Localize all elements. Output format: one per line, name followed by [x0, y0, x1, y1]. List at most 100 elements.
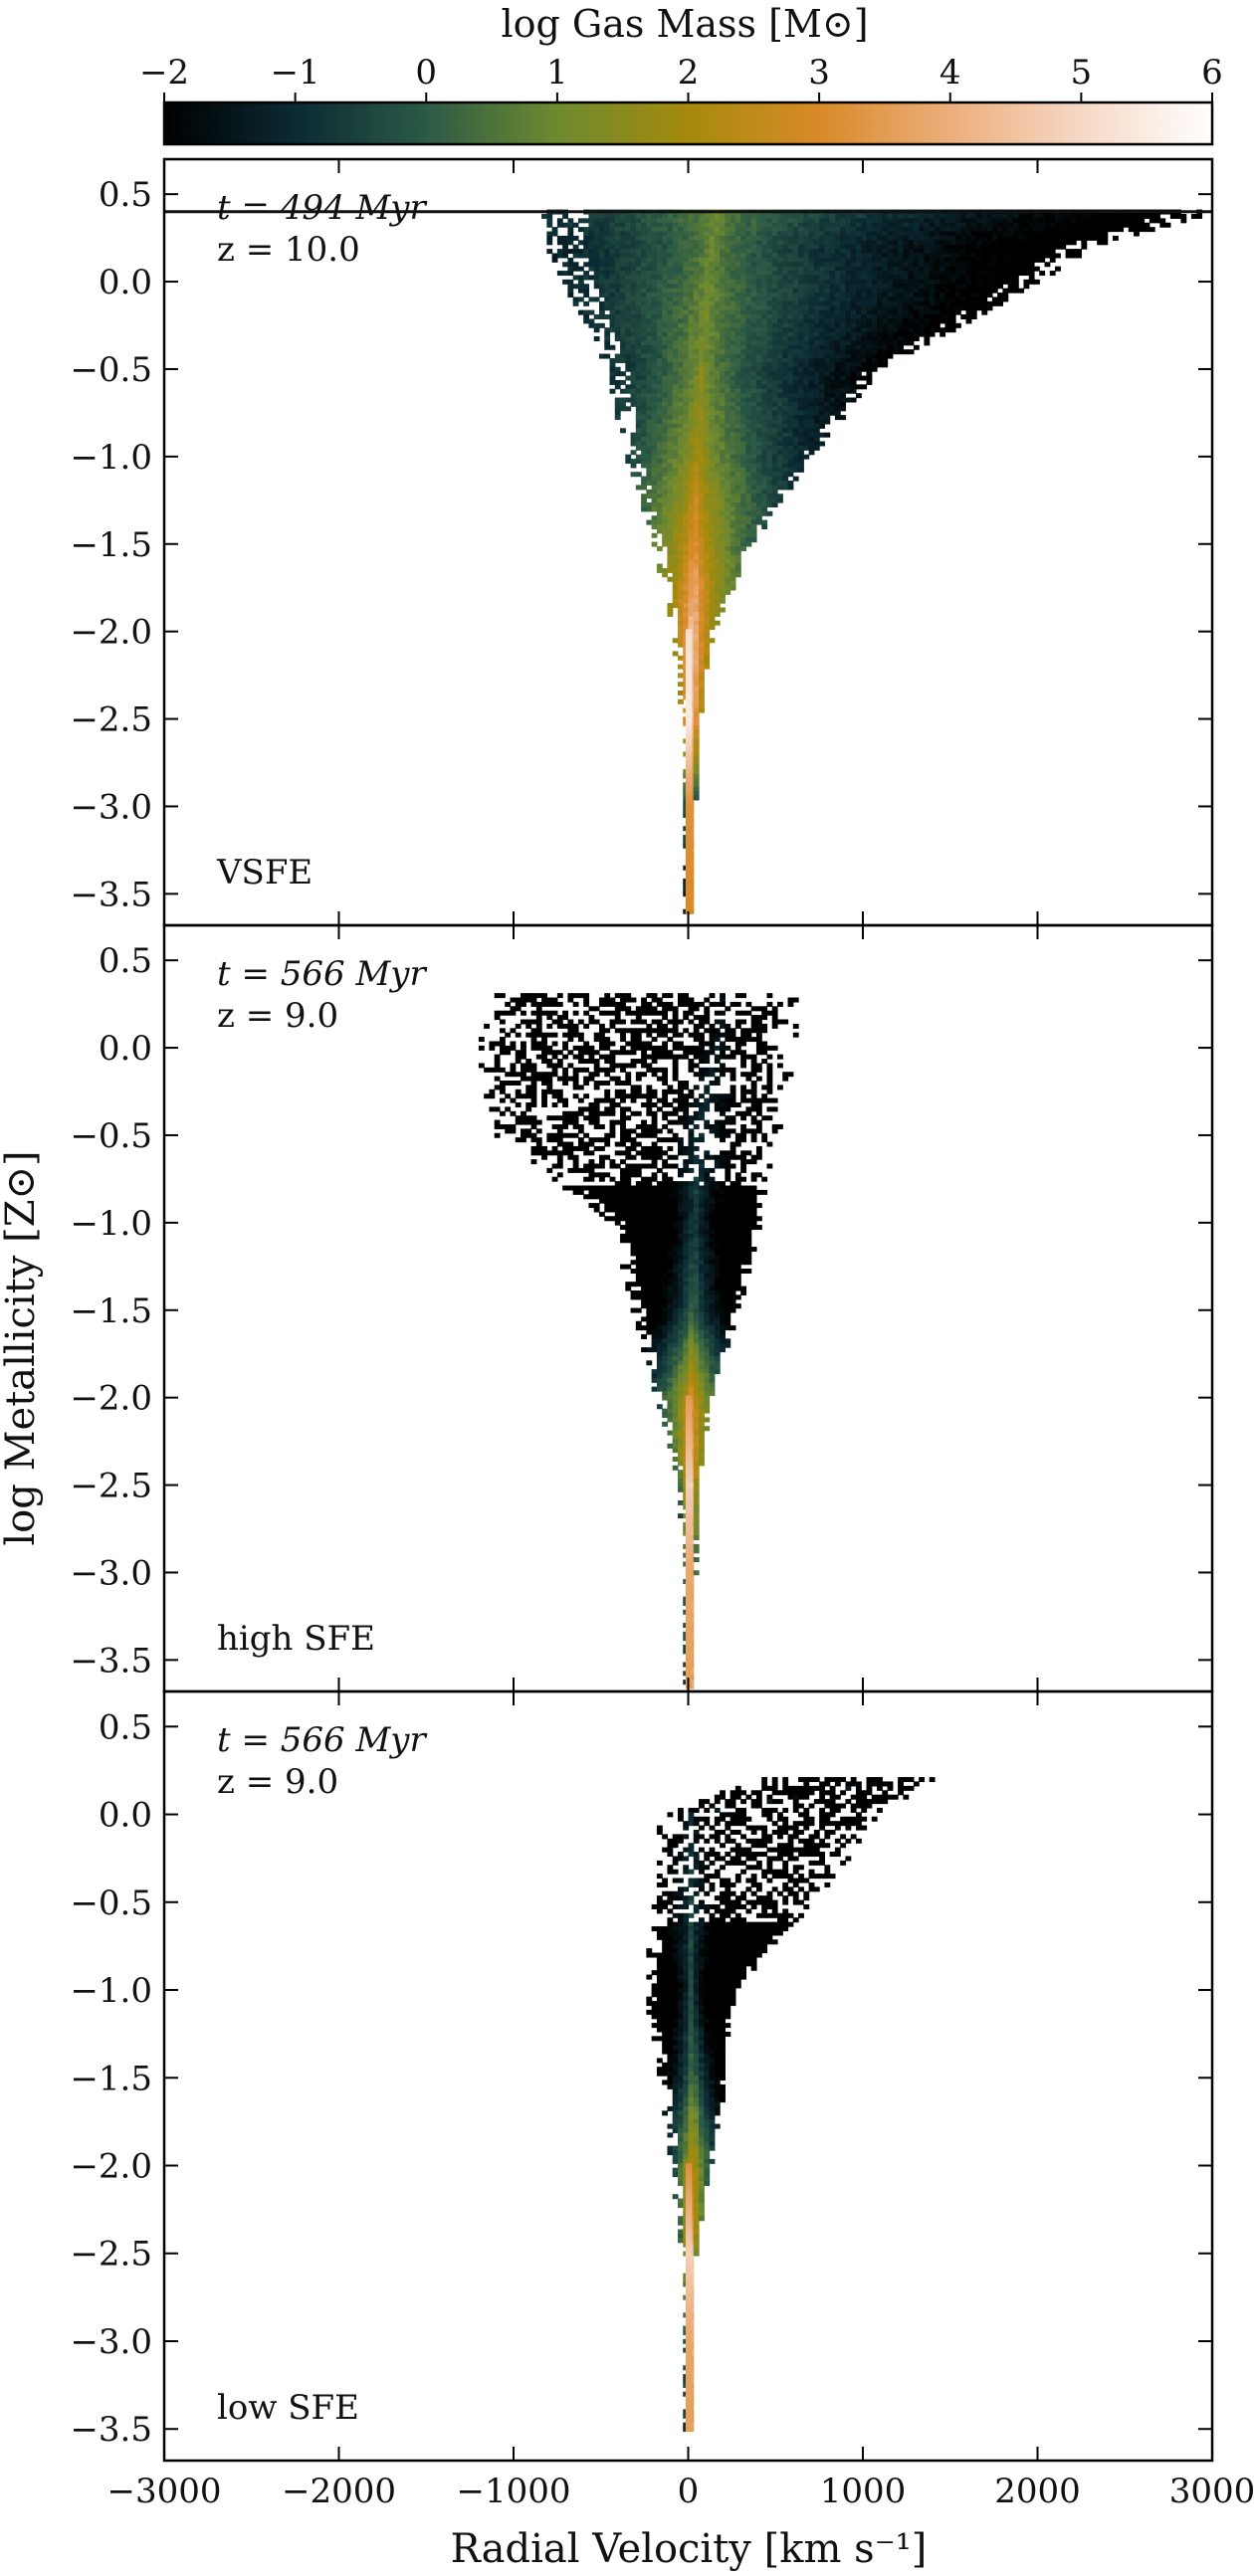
heatmap-cell: [620, 218, 626, 224]
heatmap-cell: [734, 401, 741, 407]
heatmap-cell: [892, 271, 899, 277]
heatmap-cell: [693, 437, 700, 443]
heatmap-cell: [693, 454, 700, 460]
heatmap-cell: [840, 379, 847, 385]
heatmap-cell: [898, 300, 904, 306]
heatmap-cell: [913, 266, 920, 272]
heatmap-cell: [1028, 218, 1035, 224]
heatmap-cell: [750, 275, 757, 281]
heatmap-cell: [766, 494, 773, 499]
heatmap-cell: [829, 397, 836, 403]
heatmap-cell: [755, 275, 762, 281]
colorbar-tick-label: −2: [139, 53, 189, 93]
colorbar-tick-label: 3: [808, 53, 830, 93]
heatmap-cell: [720, 275, 726, 281]
heatmap-cell: [808, 362, 815, 368]
heatmap-cell: [614, 371, 621, 377]
heatmap-cell: [672, 279, 679, 285]
heatmap-cell: [688, 572, 695, 578]
heatmap-cell: [625, 357, 632, 363]
heatmap-cell: [734, 244, 741, 250]
heatmap-cell: [1065, 235, 1072, 241]
heatmap-cell: [725, 279, 732, 285]
heatmap-cell: [808, 305, 815, 311]
heatmap-cell: [593, 249, 600, 255]
heatmap-cell: [693, 742, 700, 748]
heatmap-cell: [803, 222, 810, 228]
heatmap-cell: [903, 271, 910, 277]
heatmap-cell: [877, 244, 883, 250]
heatmap-cell: [620, 262, 626, 268]
heatmap-cell: [730, 253, 736, 259]
heatmap-cell: [630, 297, 637, 302]
heatmap-cell: [583, 218, 590, 224]
heatmap-cell: [646, 445, 653, 451]
heatmap-spine-cell: [685, 633, 693, 639]
heatmap-cell: [667, 253, 674, 259]
heatmap-cell: [688, 300, 695, 306]
heatmap-cell: [761, 257, 768, 263]
heatmap-cell: [1012, 231, 1019, 237]
heatmap-cell: [709, 300, 716, 306]
heatmap-cell: [714, 532, 721, 538]
heatmap-cell: [1018, 253, 1025, 259]
heatmap-cell: [1144, 222, 1150, 228]
heatmap-cell: [614, 318, 621, 324]
heatmap-cell: [662, 240, 669, 246]
heatmap-cell: [651, 253, 658, 259]
heatmap-cell: [792, 305, 799, 311]
heatmap-cell: [688, 432, 695, 438]
heatmap-cell: [734, 266, 741, 272]
heatmap-cell: [693, 673, 700, 679]
heatmap-cell: [792, 275, 799, 281]
heatmap-cell: [845, 336, 852, 341]
heatmap-cell: [882, 266, 889, 272]
heatmap-cell: [913, 262, 920, 268]
heatmap-cell: [766, 472, 773, 478]
heatmap-cell: [688, 589, 695, 595]
heatmap-cell: [1107, 222, 1114, 228]
heatmap-spine-cell: [685, 830, 693, 836]
heatmap-cell: [635, 371, 642, 377]
heatmap-cell: [693, 406, 700, 412]
heatmap-cell: [672, 322, 679, 328]
heatmap-cell: [819, 441, 825, 447]
heatmap-cell: [808, 432, 815, 438]
heatmap-cell: [1049, 231, 1056, 237]
heatmap-cell: [755, 284, 762, 290]
heatmap-cell: [787, 353, 794, 359]
heatmap-cell: [641, 497, 647, 503]
heatmap-cell: [898, 262, 904, 268]
heatmap-spine-cell: [685, 887, 693, 892]
heatmap-cell: [672, 598, 679, 604]
heatmap-cell: [709, 415, 716, 421]
heatmap-cell: [934, 322, 940, 328]
heatmap-cell: [819, 349, 825, 355]
heatmap-cell: [761, 262, 768, 268]
heatmap-cell: [740, 213, 747, 219]
heatmap-cell: [803, 357, 810, 363]
colorbar-tick-labels: −2 −1 0 1 2 3 4 5 6: [139, 53, 1223, 93]
heatmap-cell: [699, 410, 705, 416]
heatmap-cell: [898, 293, 904, 298]
heatmap-cell: [924, 253, 931, 259]
heatmap-cell: [782, 388, 789, 394]
heatmap-cell: [766, 397, 773, 403]
heatmap-cell: [970, 240, 977, 246]
heatmap-cell: [740, 410, 747, 416]
heatmap-cell: [803, 240, 810, 246]
heatmap-cell: [1012, 213, 1019, 219]
heatmap-cell: [745, 366, 752, 372]
heatmap-cell: [819, 244, 825, 250]
heatmap-cell: [929, 262, 936, 268]
heatmap-cell: [834, 379, 841, 385]
heatmap-cell: [803, 293, 810, 298]
heatmap-cell: [771, 327, 778, 333]
heatmap-cell: [677, 603, 684, 609]
heatmap-cell: [720, 559, 726, 565]
heatmap-cell: [771, 437, 778, 443]
heatmap-cell: [620, 357, 626, 363]
heatmap-cell: [834, 415, 841, 421]
heatmap-cell: [620, 288, 626, 294]
heatmap-cell: [866, 249, 873, 255]
